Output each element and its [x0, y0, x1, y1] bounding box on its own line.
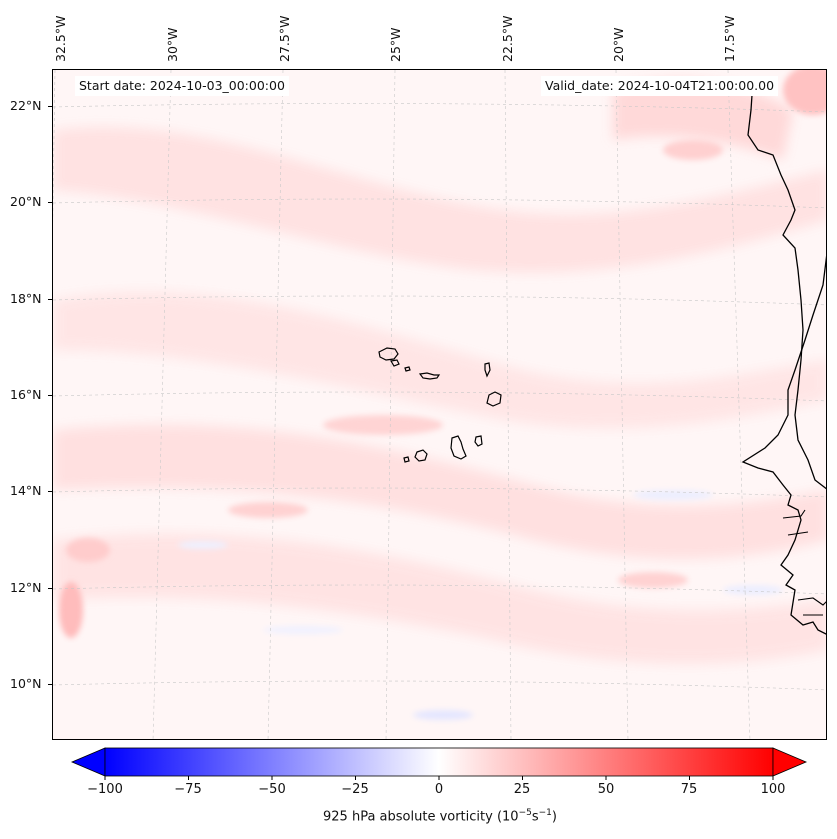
- colorbar-title-mid: s: [531, 809, 539, 825]
- negative-vorticity: [633, 490, 713, 500]
- lat-tick: [48, 684, 52, 685]
- negative-vorticity: [178, 541, 228, 549]
- vorticity-field: [53, 70, 826, 739]
- lat-tick: [48, 395, 52, 396]
- west-africa-coastline-north: [747, 79, 826, 490]
- lat-label-20n: 20°N: [10, 194, 42, 209]
- vorticity-band: [613, 79, 793, 160]
- colorbar-tick-label: 75: [680, 782, 698, 797]
- start-date-label: Start date: 2024-10-03_00:00:00: [75, 76, 289, 96]
- colorbar-title-main: 925 hPa absolute vorticity (10: [323, 809, 519, 825]
- colorbar-tick-label: 50: [597, 782, 615, 797]
- island-sao-vicente: [390, 359, 400, 367]
- colorbar-title-exp1: −5: [518, 808, 532, 818]
- lon-label-30w: 30°W: [165, 27, 180, 62]
- island-boa-vista: [486, 391, 502, 407]
- gridline-lon: [504, 70, 512, 739]
- lat-tick: [48, 106, 52, 107]
- island-santa-luzia: [404, 366, 411, 372]
- colorbar-title: 925 hPa absolute vorticity (10−5s−1): [323, 808, 557, 824]
- island-brava: [403, 456, 410, 463]
- lon-label-32-5w: 32.5°W: [53, 15, 68, 62]
- vorticity-band: [53, 533, 826, 664]
- lat-label-16n: 16°N: [10, 387, 42, 402]
- lon-label-20w: 20°W: [611, 27, 626, 62]
- colorbar-tick-label: 100: [760, 782, 786, 797]
- west-africa-coastline: [741, 255, 826, 635]
- gridline-lon: [267, 70, 284, 739]
- lat-label-22n: 22°N: [10, 98, 42, 113]
- colorbar-tick-label: 25: [513, 782, 531, 797]
- colorbar-tick-label: 0: [434, 782, 444, 797]
- vorticity-blob: [66, 538, 110, 562]
- colorbar-extend-max: [772, 747, 808, 777]
- vorticity-blob: [228, 502, 308, 518]
- vorticity-band: [53, 126, 826, 273]
- gridline-lon: [727, 70, 751, 739]
- vorticity-blob: [783, 70, 826, 115]
- gridline-lon: [152, 70, 172, 739]
- valid-date-label: Valid_date: 2024-10-04T21:00:00.00: [541, 76, 779, 96]
- lat-tick: [48, 588, 52, 589]
- vorticity-blob: [663, 140, 723, 160]
- lat-tick: [48, 299, 52, 300]
- lat-label-10n: 10°N: [10, 676, 42, 691]
- coast-detail: [782, 509, 826, 616]
- colorbar: [70, 747, 808, 780]
- island-sal: [484, 362, 491, 378]
- vorticity-blob: [618, 572, 688, 588]
- colorbar-title-end: ): [551, 809, 557, 825]
- colorbar-tick-label: −100: [87, 782, 123, 797]
- lat-label-14n: 14°N: [10, 483, 42, 498]
- negative-vorticity: [263, 626, 343, 634]
- negative-vorticity: [413, 710, 473, 720]
- island-fogo: [414, 449, 428, 462]
- colorbar-title-exp2: −1: [538, 808, 552, 818]
- lon-label-22-5w: 22.5°W: [500, 15, 515, 62]
- colorbar-tick-label: −25: [341, 782, 369, 797]
- island-sao-nicolau: [418, 372, 441, 380]
- vorticity-band: [53, 291, 826, 429]
- lat-tick: [48, 491, 52, 492]
- lat-label-12n: 12°N: [10, 580, 42, 595]
- island-santo-antao: [378, 347, 399, 361]
- vorticity-blob: [59, 582, 83, 638]
- colorbar-extend-min: [70, 747, 106, 777]
- gridline-lon: [385, 70, 396, 739]
- gridline-lon: [615, 70, 629, 739]
- vorticity-blob: [323, 415, 443, 435]
- lat-label-18n: 18°N: [10, 291, 42, 306]
- colorbar-tick-label: −75: [174, 782, 202, 797]
- lon-label-17-5w: 17.5°W: [722, 15, 737, 62]
- lat-tick: [48, 202, 52, 203]
- lon-label-25w: 25°W: [388, 27, 403, 62]
- colorbar-body: [104, 747, 774, 777]
- negative-vorticity: [723, 585, 783, 595]
- lon-label-27-5w: 27.5°W: [277, 15, 292, 62]
- vorticity-band: [53, 424, 826, 559]
- map-panel: [52, 69, 827, 740]
- island-maio: [474, 435, 483, 447]
- colorbar-tick-label: −50: [258, 782, 286, 797]
- island-santiago: [450, 435, 467, 460]
